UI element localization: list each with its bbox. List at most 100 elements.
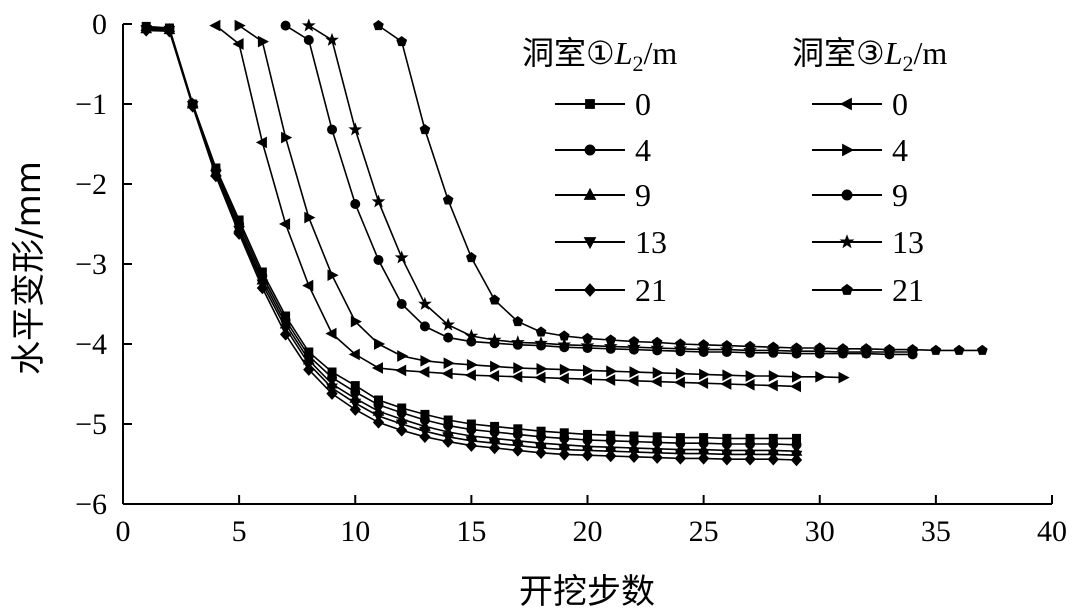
data-point	[512, 315, 524, 327]
data-point	[442, 194, 454, 205]
data-point	[372, 416, 385, 429]
legend-label: 0	[635, 86, 651, 122]
legend-item: 9	[812, 177, 908, 213]
data-point	[326, 387, 338, 400]
data-point	[604, 374, 616, 386]
legend-label: 21	[892, 272, 924, 308]
data-point	[397, 350, 409, 362]
data-point	[464, 369, 476, 382]
data-point	[535, 446, 547, 460]
legend-label: 9	[892, 177, 908, 213]
legend-label: 21	[635, 272, 667, 308]
data-point	[209, 19, 221, 32]
data-point	[488, 441, 501, 455]
data-point	[465, 439, 478, 452]
y-tick-label: −5	[75, 408, 107, 441]
data-point	[348, 348, 360, 361]
y-tick-label: −1	[75, 88, 107, 121]
series-chamber1-13	[140, 25, 803, 462]
x-tick-label: 40	[1037, 515, 1067, 548]
data-point	[303, 35, 314, 45]
data-point	[697, 452, 710, 465]
data-point	[675, 367, 687, 380]
data-point	[513, 362, 525, 374]
data-point	[720, 378, 732, 390]
data-point	[652, 366, 664, 379]
legend-label: 13	[635, 224, 667, 260]
data-point	[350, 315, 362, 328]
y-tick-label: −2	[75, 168, 107, 201]
data-point	[257, 35, 269, 48]
legend-item: 0	[555, 86, 651, 122]
data-point	[584, 144, 596, 156]
data-point	[534, 336, 548, 350]
data-point	[674, 452, 687, 465]
y-tick-label: −6	[75, 488, 107, 521]
x-tick-label: 35	[921, 515, 951, 548]
data-point	[697, 377, 709, 390]
data-point	[557, 372, 569, 385]
data-point	[464, 328, 479, 342]
data-point	[606, 365, 618, 378]
data-point	[930, 344, 942, 355]
data-point	[791, 342, 802, 353]
data-point	[839, 97, 852, 111]
data-point	[396, 299, 407, 309]
data-point	[884, 343, 895, 355]
data-point	[789, 380, 801, 393]
data-point	[301, 18, 316, 32]
data-point	[744, 452, 756, 466]
data-point	[605, 334, 617, 345]
data-point	[535, 326, 547, 337]
data-point	[583, 237, 597, 250]
data-point	[603, 339, 618, 353]
series-layer	[140, 18, 988, 467]
data-point	[373, 19, 384, 31]
data-point	[442, 435, 454, 448]
data-point	[373, 255, 384, 265]
data-point	[841, 283, 853, 295]
data-point	[536, 362, 548, 375]
data-point	[487, 332, 502, 346]
data-point	[441, 317, 456, 331]
data-point	[585, 99, 595, 109]
axes: 0 5 10 15 20 25 30 35 400−1−2−3−4−5−6	[75, 8, 1067, 548]
data-point	[792, 370, 804, 383]
data-point	[558, 448, 570, 461]
data-point	[628, 450, 640, 464]
data-point	[187, 100, 199, 113]
series-line	[215, 24, 797, 388]
data-point	[466, 251, 477, 263]
data-point	[580, 373, 592, 386]
data-point	[583, 364, 595, 377]
data-point	[394, 250, 409, 264]
data-point	[233, 227, 245, 240]
y-tick-label: −4	[75, 328, 107, 361]
legend-item: 9	[555, 177, 651, 213]
data-point	[441, 367, 453, 380]
series-chamber3-4	[234, 19, 850, 384]
data-point	[745, 370, 757, 382]
data-point	[419, 123, 431, 135]
x-tick-label: 10	[340, 515, 370, 548]
data-point	[327, 269, 339, 282]
data-point	[767, 341, 779, 352]
data-point	[489, 294, 500, 305]
data-point	[302, 279, 314, 292]
legend-label: 9	[635, 177, 651, 213]
data-point	[443, 332, 454, 343]
data-point	[325, 327, 337, 340]
data-point	[279, 218, 291, 230]
data-point	[842, 143, 855, 157]
data-point	[651, 451, 663, 464]
data-point	[557, 337, 572, 351]
x-tick-label: 0	[116, 515, 131, 548]
data-point	[396, 35, 408, 47]
data-point	[814, 342, 826, 353]
data-point	[511, 370, 523, 383]
data-point	[743, 378, 755, 391]
data-point	[232, 38, 244, 50]
data-point	[419, 430, 431, 444]
data-point	[953, 344, 965, 355]
data-point	[234, 19, 246, 32]
